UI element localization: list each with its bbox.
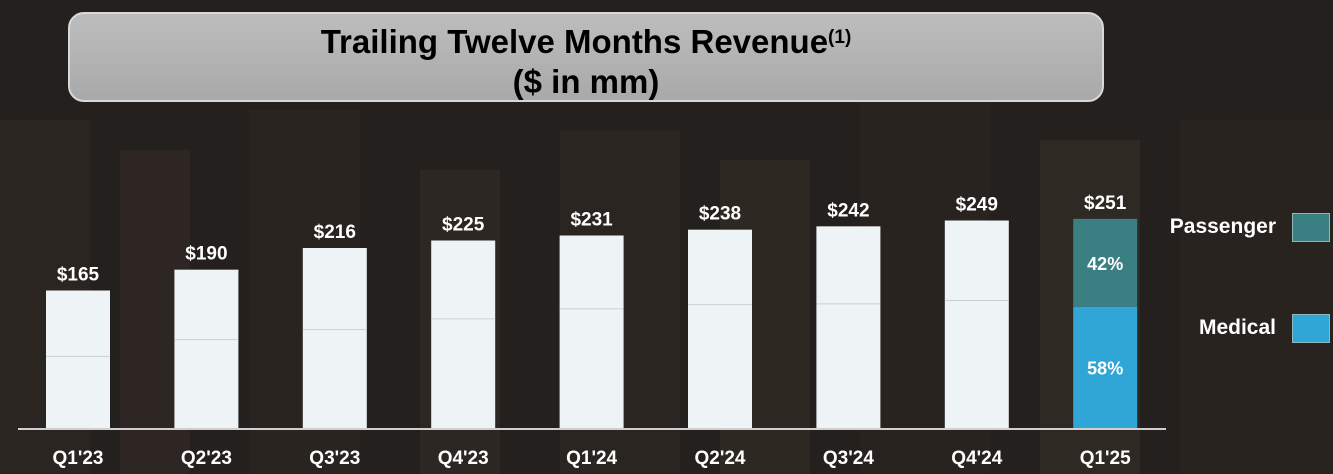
- bar-q423: [431, 240, 496, 428]
- segment-label-medical: 58%: [1087, 358, 1123, 378]
- category-label-q423: Q4'23: [438, 448, 489, 469]
- bar-segment-passenger: [1073, 218, 1138, 307]
- value-label-q224: $238: [699, 204, 741, 225]
- bar-q424: [944, 220, 1009, 428]
- legend-label-passenger: Passenger: [1169, 215, 1276, 238]
- value-label-q424: $249: [956, 195, 998, 216]
- legend-swatch-passenger: [1292, 213, 1330, 242]
- bar-q224: [688, 229, 752, 428]
- category-label-q323: Q3'23: [309, 448, 360, 469]
- title-footnote-marker: (1): [828, 27, 852, 48]
- category-label-q424: Q4'24: [951, 448, 1002, 469]
- category-label-q324: Q3'24: [823, 448, 874, 469]
- bar-q223: [174, 269, 239, 428]
- category-label-q123: Q1'23: [53, 448, 104, 469]
- value-label-q323: $216: [314, 222, 356, 243]
- legend-swatch-medical: [1292, 314, 1330, 343]
- bar-q323: [302, 248, 367, 428]
- chart-title: Trailing Twelve Months Revenue(1): [70, 24, 1102, 60]
- value-label-q223: $190: [185, 244, 227, 265]
- value-label-q423: $225: [442, 215, 485, 236]
- segment-label-passenger: 42%: [1087, 254, 1123, 274]
- chart-title-box: Trailing Twelve Months Revenue(1) ($ in …: [68, 12, 1104, 102]
- value-label-q123: $165: [57, 265, 100, 286]
- category-label-q223: Q2'23: [181, 448, 232, 469]
- bar-segment-medical: [1073, 306, 1138, 428]
- legend-label-medical: Medical: [1198, 316, 1276, 339]
- bar-q124: [559, 235, 624, 428]
- value-label-q324: $242: [827, 200, 869, 221]
- category-label-q124: Q1'24: [566, 448, 617, 469]
- value-label-q125: $251: [1084, 193, 1127, 214]
- category-label-q224: Q2'24: [695, 448, 746, 469]
- value-label-q124: $231: [570, 210, 613, 231]
- category-label-q125: Q1'25: [1080, 448, 1131, 469]
- bar-q123: [46, 290, 110, 428]
- bar-q324: [816, 226, 881, 428]
- chart-subtitle: ($ in mm): [512, 63, 660, 100]
- chart-title-text: Trailing Twelve Months Revenue: [320, 23, 829, 60]
